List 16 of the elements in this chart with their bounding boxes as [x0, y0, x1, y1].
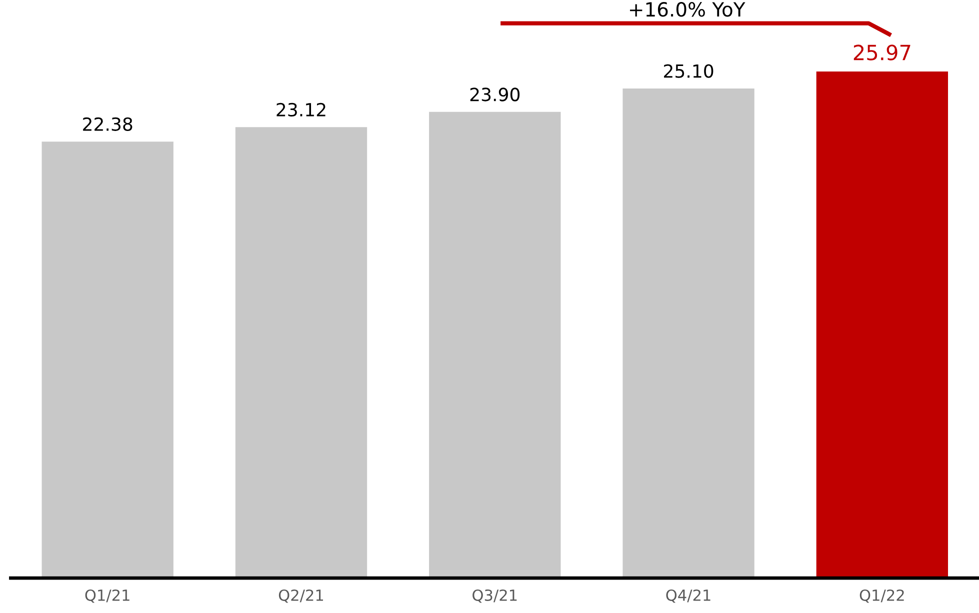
text: +16.0% YoY: [630, 2, 746, 17]
bar: [622, 88, 754, 578]
x-tick-label: Q1/21: [85, 589, 130, 603]
x-tick-label: Q2/21: [278, 589, 323, 603]
x-tick-label: Q4/21: [666, 589, 710, 603]
bar: [816, 72, 948, 578]
bar: [42, 142, 174, 578]
x-tick-label: Q3/21: [472, 589, 517, 603]
bar: [235, 127, 368, 578]
data-label: 23.12: [276, 102, 326, 117]
data-label: 25.97: [854, 44, 910, 60]
data-label: 23.90: [470, 88, 520, 102]
bar: [429, 112, 561, 578]
data-label: 22.38: [83, 117, 132, 131]
x-tick-label: Q1/22: [860, 589, 904, 603]
data-label: 25.10: [664, 64, 714, 78]
